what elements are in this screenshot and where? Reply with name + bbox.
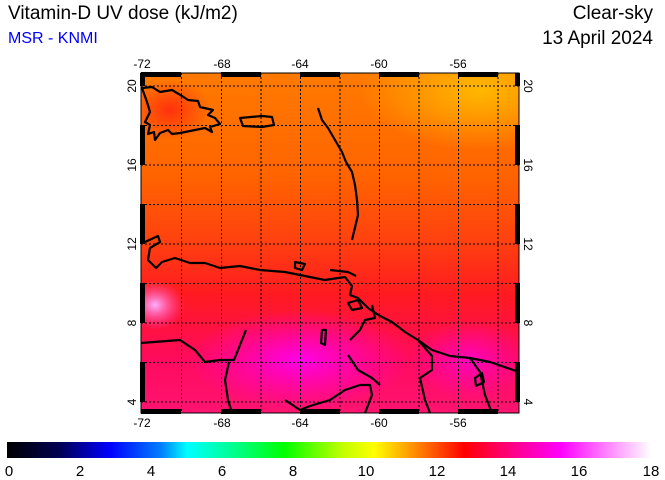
lon-tick: -72 [133, 416, 151, 430]
lat-tick: 12 [125, 237, 139, 251]
lon-tick: -64 [291, 57, 309, 71]
colorbar-label: 12 [429, 463, 446, 480]
graticule [141, 73, 519, 413]
map-frame [140, 72, 520, 414]
lat-ticks-left: 20 16 12 8 4 [125, 79, 139, 405]
lat-tick: 20 [125, 79, 139, 93]
lat-tick: 8 [521, 320, 535, 327]
lat-tick: 4 [125, 398, 139, 405]
lat-tick: 16 [521, 158, 535, 172]
lon-ticks-bottom: -72 -68 -64 -60 -56 [133, 416, 467, 430]
lon-ticks-top: -72 -68 -64 -60 -56 [133, 57, 467, 71]
colorbar-label: 14 [500, 463, 517, 480]
colorbar-label: 0 [5, 463, 13, 480]
lat-tick: 12 [521, 237, 535, 251]
lon-tick: -64 [291, 416, 309, 430]
colorbar-label: 6 [218, 463, 226, 480]
lat-ticks-right: 20 16 12 8 4 [521, 79, 535, 405]
lat-tick: 4 [521, 399, 535, 406]
source-label: MSR - KNMI [8, 30, 98, 47]
colorbar-label: 8 [289, 463, 297, 480]
lon-tick: -68 [213, 57, 231, 71]
colorbar [7, 442, 651, 458]
colorbar-label: 16 [571, 463, 588, 480]
map-title: Vitamin-D UV dose (kJ/m2) [8, 3, 238, 24]
colorbar-label: 10 [358, 463, 375, 480]
colorbar-label: 18 [643, 463, 660, 480]
lon-tick: -72 [133, 57, 151, 71]
lon-tick: -56 [449, 416, 467, 430]
date-label: 13 April 2024 [542, 28, 653, 49]
lon-tick: -60 [370, 416, 388, 430]
colorbar-label: 4 [147, 463, 155, 480]
colorbar-label: 2 [76, 463, 84, 480]
lat-tick: 8 [125, 319, 139, 326]
lon-tick: -56 [449, 57, 467, 71]
coastlines [141, 85, 519, 413]
lat-tick: 20 [521, 79, 535, 93]
lon-tick: -68 [213, 416, 231, 430]
colorbar-labels: 0 2 4 6 8 10 12 14 16 18 [5, 463, 660, 480]
lon-tick: -60 [370, 57, 388, 71]
sky-mode-label: Clear-sky [572, 3, 653, 24]
lat-tick: 16 [125, 158, 139, 172]
